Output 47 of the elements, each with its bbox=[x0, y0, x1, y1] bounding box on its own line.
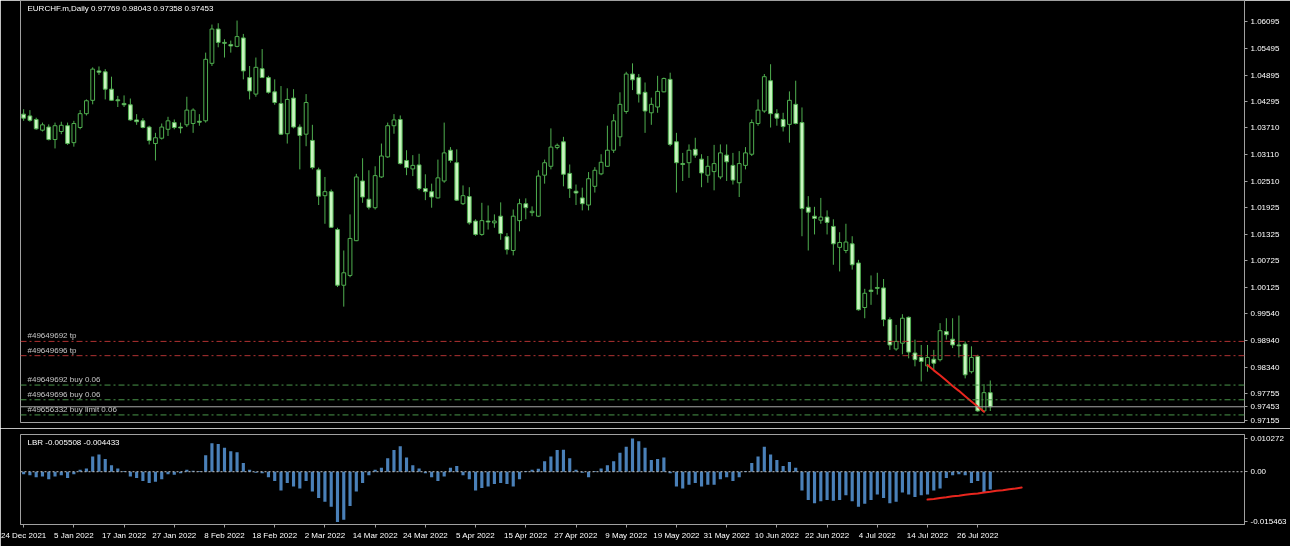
x-tick-label: 18 Feb 2022 bbox=[252, 530, 298, 540]
y-tick-label: 1.02510 bbox=[1250, 176, 1280, 186]
y-tick-label: 0.99540 bbox=[1250, 309, 1280, 319]
ref-line-label: #49649692 tp bbox=[27, 331, 77, 341]
x-tick-label: 19 May 2022 bbox=[653, 530, 701, 540]
y-tick-label: 1.01925 bbox=[1250, 202, 1280, 212]
y-tick-label: 0.97755 bbox=[1250, 388, 1280, 398]
x-tick-label: 5 Jan 2022 bbox=[54, 530, 95, 540]
y-tick-label: 1.05495 bbox=[1250, 43, 1280, 53]
y-tick-label: 1.06095 bbox=[1250, 17, 1280, 27]
y-tick-label: 1.04895 bbox=[1250, 70, 1280, 80]
x-tick-label: 14 Mar 2022 bbox=[352, 530, 399, 540]
y-tick-label: 0.010272 bbox=[1250, 433, 1285, 443]
x-tick-label: 2 Mar 2022 bbox=[304, 530, 346, 540]
ref-line-label: #49649692 buy 0.06 bbox=[27, 375, 102, 385]
y-tick-label: 1.00725 bbox=[1250, 256, 1280, 266]
x-tick-label: 27 Jan 2022 bbox=[152, 530, 197, 540]
chart-title: EURCHF.m,Daily 0.97769 0.98043 0.97358 0.97453 bbox=[27, 3, 214, 13]
y-tick-label: -0.015463 bbox=[1250, 517, 1288, 527]
x-tick-label: 5 Apr 2022 bbox=[456, 530, 496, 540]
y-tick-label: 0.97155 bbox=[1250, 415, 1280, 425]
y-tick-label: 0.00 bbox=[1250, 467, 1267, 477]
y-tick-label: 0.98940 bbox=[1250, 336, 1280, 346]
ref-line-label: #49656332 buy limit 0.06 bbox=[27, 404, 118, 414]
x-tick-label: 17 Jan 2022 bbox=[102, 530, 147, 540]
x-tick-label: 26 Jul 2022 bbox=[957, 530, 999, 540]
x-tick-label: 22 Jun 2022 bbox=[805, 530, 850, 540]
y-tick-label: 1.04295 bbox=[1250, 97, 1280, 107]
x-tick-label: 24 Mar 2022 bbox=[402, 530, 449, 540]
y-tick-label: 0.97453 bbox=[1250, 402, 1280, 412]
y-tick-label: 1.01325 bbox=[1250, 229, 1280, 239]
x-tick-label: 4 Jul 2022 bbox=[858, 530, 897, 540]
x-tick-label: 8 Feb 2022 bbox=[204, 530, 246, 540]
y-tick-label: 0.98340 bbox=[1250, 362, 1280, 372]
chart-title: LBR -0.005508 -0.004433 bbox=[27, 437, 121, 447]
x-tick-label: 10 Jun 2022 bbox=[754, 530, 800, 540]
x-tick-label: 24 Dec 2021 bbox=[0, 530, 47, 540]
ref-line-label: #49649696 tp bbox=[27, 345, 77, 355]
x-tick-label: 9 May 2022 bbox=[605, 530, 648, 540]
x-tick-label: 31 May 2022 bbox=[703, 530, 751, 540]
y-tick-label: 1.03710 bbox=[1250, 123, 1280, 133]
x-tick-label: 14 Jul 2022 bbox=[906, 530, 949, 540]
ref-line-label: #49649696 buy 0.06 bbox=[27, 389, 102, 399]
x-tick-label: 27 Apr 2022 bbox=[554, 530, 598, 540]
y-tick-label: 1.03110 bbox=[1250, 150, 1280, 160]
x-tick-label: 15 Apr 2022 bbox=[504, 530, 548, 540]
y-tick-label: 1.00125 bbox=[1250, 283, 1280, 293]
